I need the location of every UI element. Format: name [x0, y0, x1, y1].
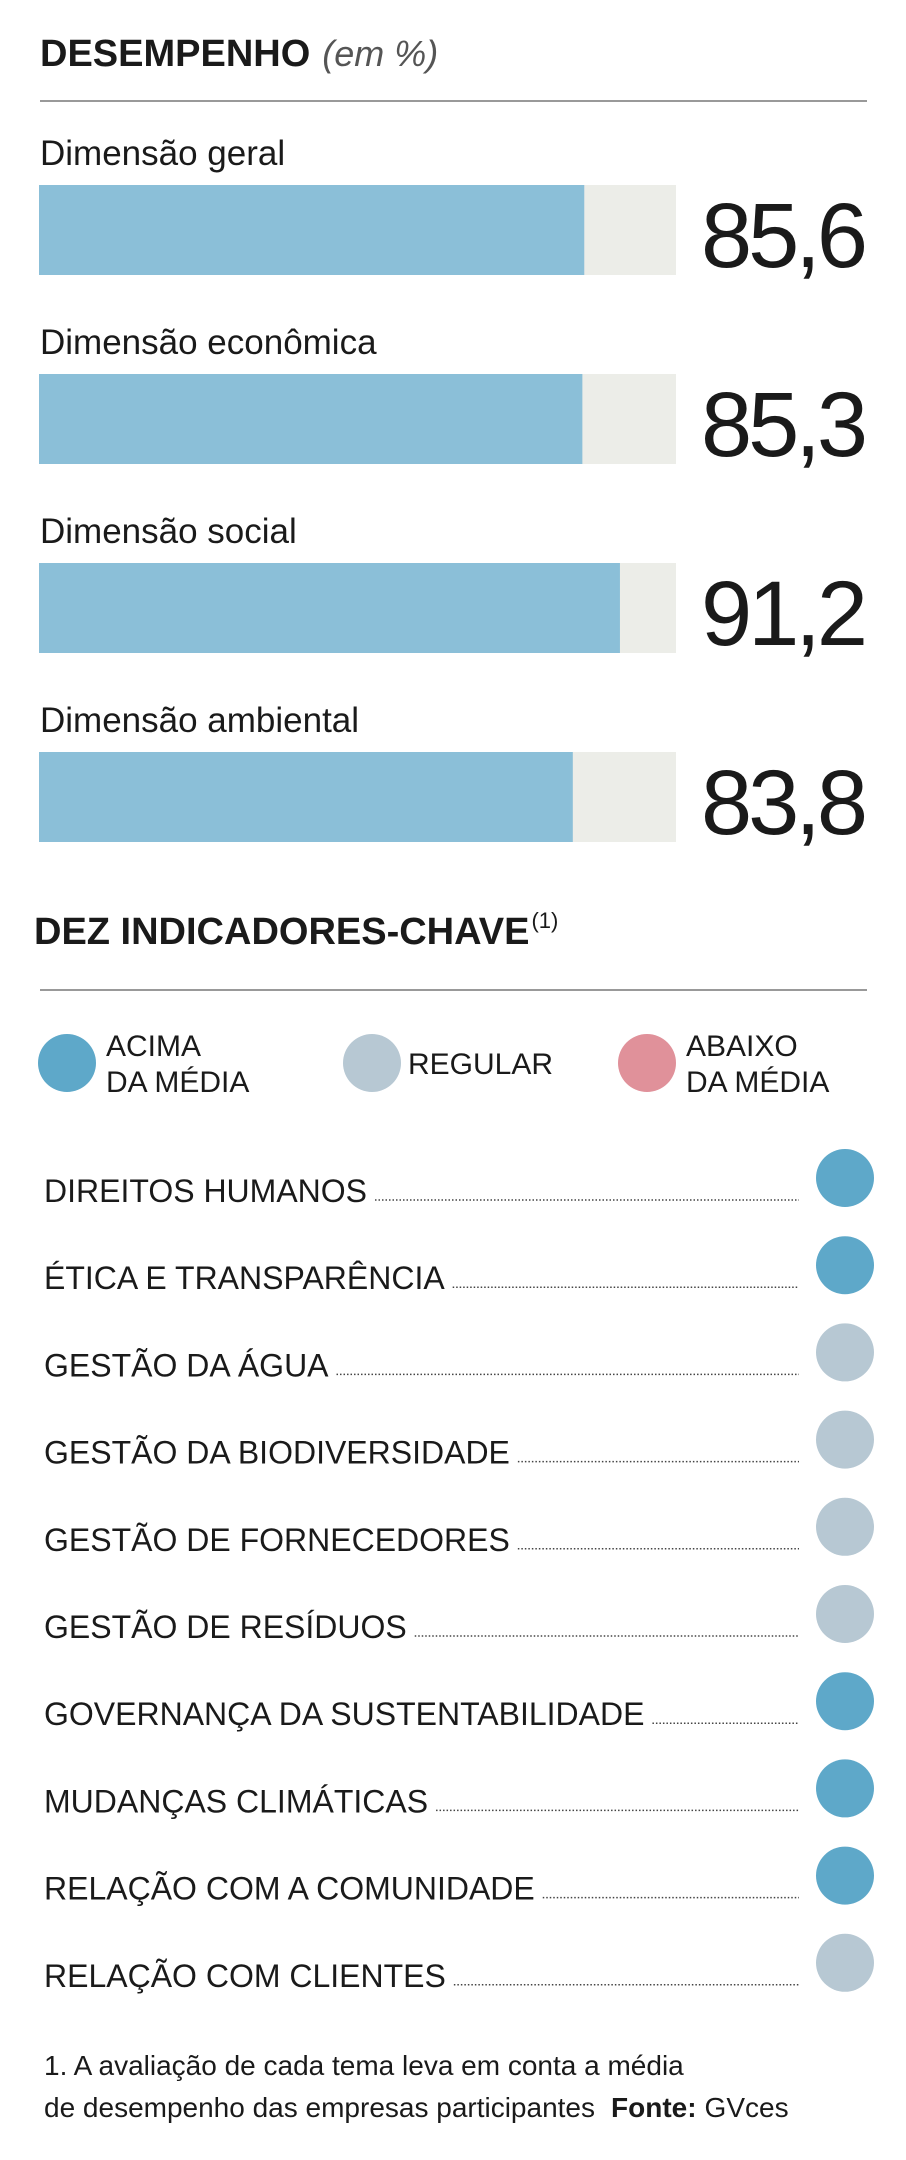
legend-swatch	[343, 1034, 401, 1092]
indicator-label: GESTÃO DE FORNECEDORES	[44, 1522, 510, 1558]
indicator-label: MUDANÇAS CLIMÁTICAS	[44, 1783, 428, 1819]
note-ref: (1)	[531, 908, 558, 933]
bar-label: Dimensão ambiental	[40, 701, 359, 740]
indicator-status	[816, 1933, 874, 1992]
bar	[39, 752, 573, 842]
bar-label: Dimensão geral	[40, 134, 285, 173]
legend-label: ACIMA	[106, 1030, 201, 1063]
indicator-status	[816, 1759, 874, 1818]
value-label: 91,2	[701, 563, 864, 665]
legend-label: DA MÉDIA	[686, 1066, 829, 1099]
indicator-label: GESTÃO DA BIODIVERSIDADE	[44, 1435, 510, 1471]
indicator-label: GOVERNANÇA DA SUSTENTABILIDADE	[44, 1696, 644, 1732]
indicator-status	[816, 1149, 874, 1207]
bar-label: Dimensão social	[40, 512, 297, 551]
indicator-label: RELAÇÃO COM A COMUNIDADE	[44, 1871, 535, 1907]
indicator-status	[816, 1323, 874, 1382]
indicator-status	[816, 1846, 874, 1905]
value-label: 83,8	[701, 752, 865, 854]
section-title: DEZ INDICADORES-CHAVE	[34, 911, 529, 953]
indicator-status	[816, 1497, 874, 1556]
footnote: 1. A avaliação de cada tema leva em cont…	[44, 2050, 684, 2081]
legend-label: DA MÉDIA	[106, 1066, 249, 1099]
indicator-label: ÉTICA E TRANSPARÊNCIA	[44, 1260, 445, 1296]
indicator-label: RELAÇÃO COM CLIENTES	[44, 1958, 446, 1994]
indicator-label: DIREITOS HUMANOS	[44, 1173, 367, 1209]
legend-label: REGULAR	[408, 1048, 553, 1081]
bar-label: Dimensão econômica	[40, 323, 377, 362]
source-label: Fonte:	[611, 2092, 697, 2123]
indicator-status	[816, 1410, 874, 1469]
indicator-label: GESTÃO DA ÁGUA	[44, 1347, 329, 1383]
bar	[39, 185, 585, 275]
bar	[39, 563, 620, 653]
legend-label: ABAIXO	[686, 1030, 798, 1063]
indicator-status	[816, 1672, 874, 1731]
chart-title: DESEMPENHO	[40, 33, 310, 75]
footnote: de desempenho das empresas participantes	[44, 2092, 595, 2123]
chart-subtitle: (em %)	[322, 33, 438, 74]
value-label: 85,6	[701, 185, 865, 287]
indicator-status	[816, 1585, 874, 1643]
bar	[39, 374, 583, 464]
indicator-status	[816, 1236, 874, 1295]
value-label: 85,3	[701, 374, 865, 476]
legend-swatch	[38, 1034, 96, 1092]
indicator-label: GESTÃO DE RESÍDUOS	[44, 1609, 407, 1645]
legend-swatch	[618, 1034, 676, 1092]
source: GVces	[705, 2092, 789, 2123]
